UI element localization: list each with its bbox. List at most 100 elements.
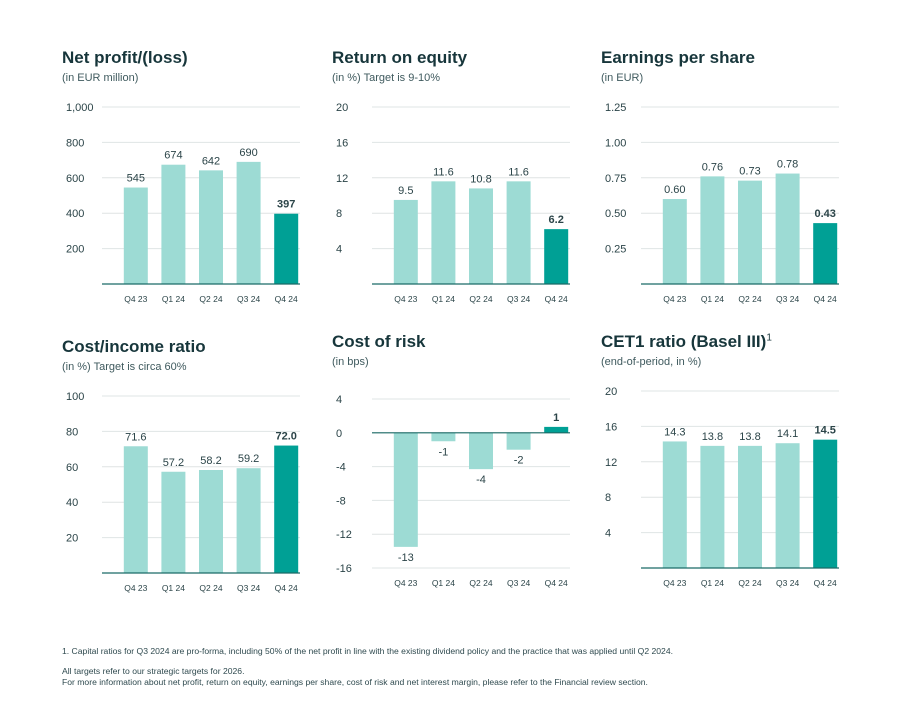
chart-cost-of-risk-plot: -16 -12 -8 -4 0 4 -13 Q4 23 -1 Q1 24 -4 Q2 24 -2 Q3 2… [336,394,570,588]
bar-q3-24 [236,161,261,284]
x-tick-label: Q3 24 [237,583,260,593]
chart-earnings-per-share-plot: 0.25 0.50 0.75 1.00 1.25 0.60 Q4 23 0.76 Q1 24 0.… [605,102,839,304]
y-tick-label: -16 [336,563,352,575]
x-tick-label: Q4 23 [394,294,417,304]
y-tick-label: 12 [605,457,617,469]
footnotes: 1. Capital ratios for Q3 2024 are pro-fo… [62,646,862,688]
x-tick-label: Q4 24 [545,294,568,304]
x-tick-label: Q4 24 [814,578,837,588]
data-label: 0.43 [814,208,835,220]
y-tick-label: -8 [336,495,346,507]
footnote-targets: All targets refer to our strategic targe… [62,666,245,676]
y-tick-label: 1.25 [605,102,626,114]
data-label: 6.2 [549,214,564,226]
bar-q4-24 [274,445,299,573]
x-tick-label: Q2 24 [199,583,222,593]
chart-subtitle: (in EUR million) [62,72,139,84]
data-label: 545 [127,173,145,185]
x-tick-label: Q3 24 [776,294,799,304]
x-tick-label: Q4 23 [663,578,686,588]
x-tick-label: Q4 24 [275,294,298,304]
x-tick-label: Q4 23 [394,578,417,588]
data-label: 1 [553,412,559,424]
bar-q3-24 [775,173,800,284]
x-tick-label: Q4 24 [545,578,568,588]
chart-title: Cost of risk [332,332,426,351]
bar-q3-24 [775,443,800,568]
y-tick-label: -12 [336,529,352,541]
chart-cet1-ratio: CET1 ratio (Basel III)1 (end-of-period, … [601,332,851,612]
data-label: 59.2 [238,453,259,465]
x-tick-label: Q2 24 [738,294,761,304]
bar-q4-24 [544,426,569,433]
footnote-more-info: For more information about net profit, r… [62,677,648,687]
y-tick-label: 20 [66,533,78,545]
data-label: 71.6 [125,431,146,443]
y-tick-label: 100 [66,391,84,403]
x-tick-label: Q3 24 [507,294,530,304]
data-label: 10.8 [470,173,491,185]
bar-q2-24 [199,469,223,573]
y-tick-label: 16 [605,421,617,433]
data-label: -1 [439,446,449,458]
x-tick-label: Q4 23 [663,294,686,304]
y-tick-label: 800 [66,137,84,149]
y-tick-label: -4 [336,462,346,474]
y-tick-label: 12 [336,173,348,185]
y-tick-label: 8 [605,492,611,504]
x-tick-label: Q3 24 [776,578,799,588]
y-tick-label: 200 [66,244,84,256]
chart-return-on-equity-plot: 4 8 12 16 20 9.5 Q4 23 11.6 Q1 24 10.8 Q2 24 11.6 Q3… [336,102,570,304]
data-label: -4 [476,474,486,486]
data-label: 674 [164,150,182,162]
x-tick-label: Q2 24 [469,294,492,304]
data-label: 11.6 [433,166,454,178]
chart-earnings-per-share: Earnings per share (in EUR) 0.25 0.50 0.75… [601,48,851,328]
data-label: 0.60 [664,184,685,196]
data-label: 57.2 [163,457,184,469]
chart-cost-income-ratio: Cost/income ratio (in %) Target is circa… [62,337,312,617]
bar-q1-24 [431,181,456,284]
y-tick-label: 4 [336,394,342,406]
bar-q4-23 [123,187,148,284]
x-tick-label: Q1 24 [162,294,185,304]
x-tick-label: Q3 24 [237,294,260,304]
y-tick-label: 0.25 [605,244,626,256]
y-tick-label: 40 [66,497,78,509]
data-label: 0.78 [777,159,798,171]
y-tick-label: 20 [336,102,348,114]
y-tick-label: 60 [66,462,78,474]
bar-q1-24 [161,471,186,573]
chart-title: CET1 ratio (Basel III)1 [601,332,772,351]
y-tick-label: 0.50 [605,208,626,220]
bar-q4-23 [393,432,418,547]
x-tick-label: Q4 24 [814,294,837,304]
bar-q2-24 [199,170,223,284]
y-tick-label: 20 [605,386,617,398]
y-tick-label: 1,000 [66,102,94,114]
bar-q4-23 [662,199,687,284]
x-tick-label: Q2 24 [199,294,222,304]
bar-q4-23 [662,441,687,568]
chart-net-profit: Net profit/(loss) (in EUR million) 200 40… [62,48,312,328]
x-tick-label: Q1 24 [701,578,724,588]
chart-subtitle: (in %) Target is circa 60% [62,361,187,373]
bar-q1-24 [161,164,186,284]
chart-cost-income-ratio-plot: 20 40 60 80 100 71.6 Q4 23 57.2 Q1 24 58.2 Q2 24 59… [66,391,300,593]
x-tick-label: Q4 24 [275,583,298,593]
bar-q2-24 [469,432,493,470]
y-tick-label: 600 [66,173,84,185]
y-tick-label: 4 [605,528,611,540]
bar-q1-24 [700,445,725,568]
footnote-1: 1. Capital ratios for Q3 2024 are pro-fo… [62,646,673,656]
data-label: 72.0 [275,431,296,443]
chart-title: Cost/income ratio [62,337,206,356]
data-label: 11.6 [508,166,529,178]
y-tick-label: 400 [66,208,84,220]
data-label: 14.3 [664,426,685,438]
chart-return-on-equity: Return on equity (in %) Target is 9-10% … [332,48,582,328]
bar-q4-24 [274,213,299,284]
bar-q3-24 [236,468,261,573]
data-label: 690 [239,147,257,159]
chart-cost-of-risk: Cost of risk (in bps) -16 -12 -8 -4 0 4 -13 Q4 … [332,332,582,612]
